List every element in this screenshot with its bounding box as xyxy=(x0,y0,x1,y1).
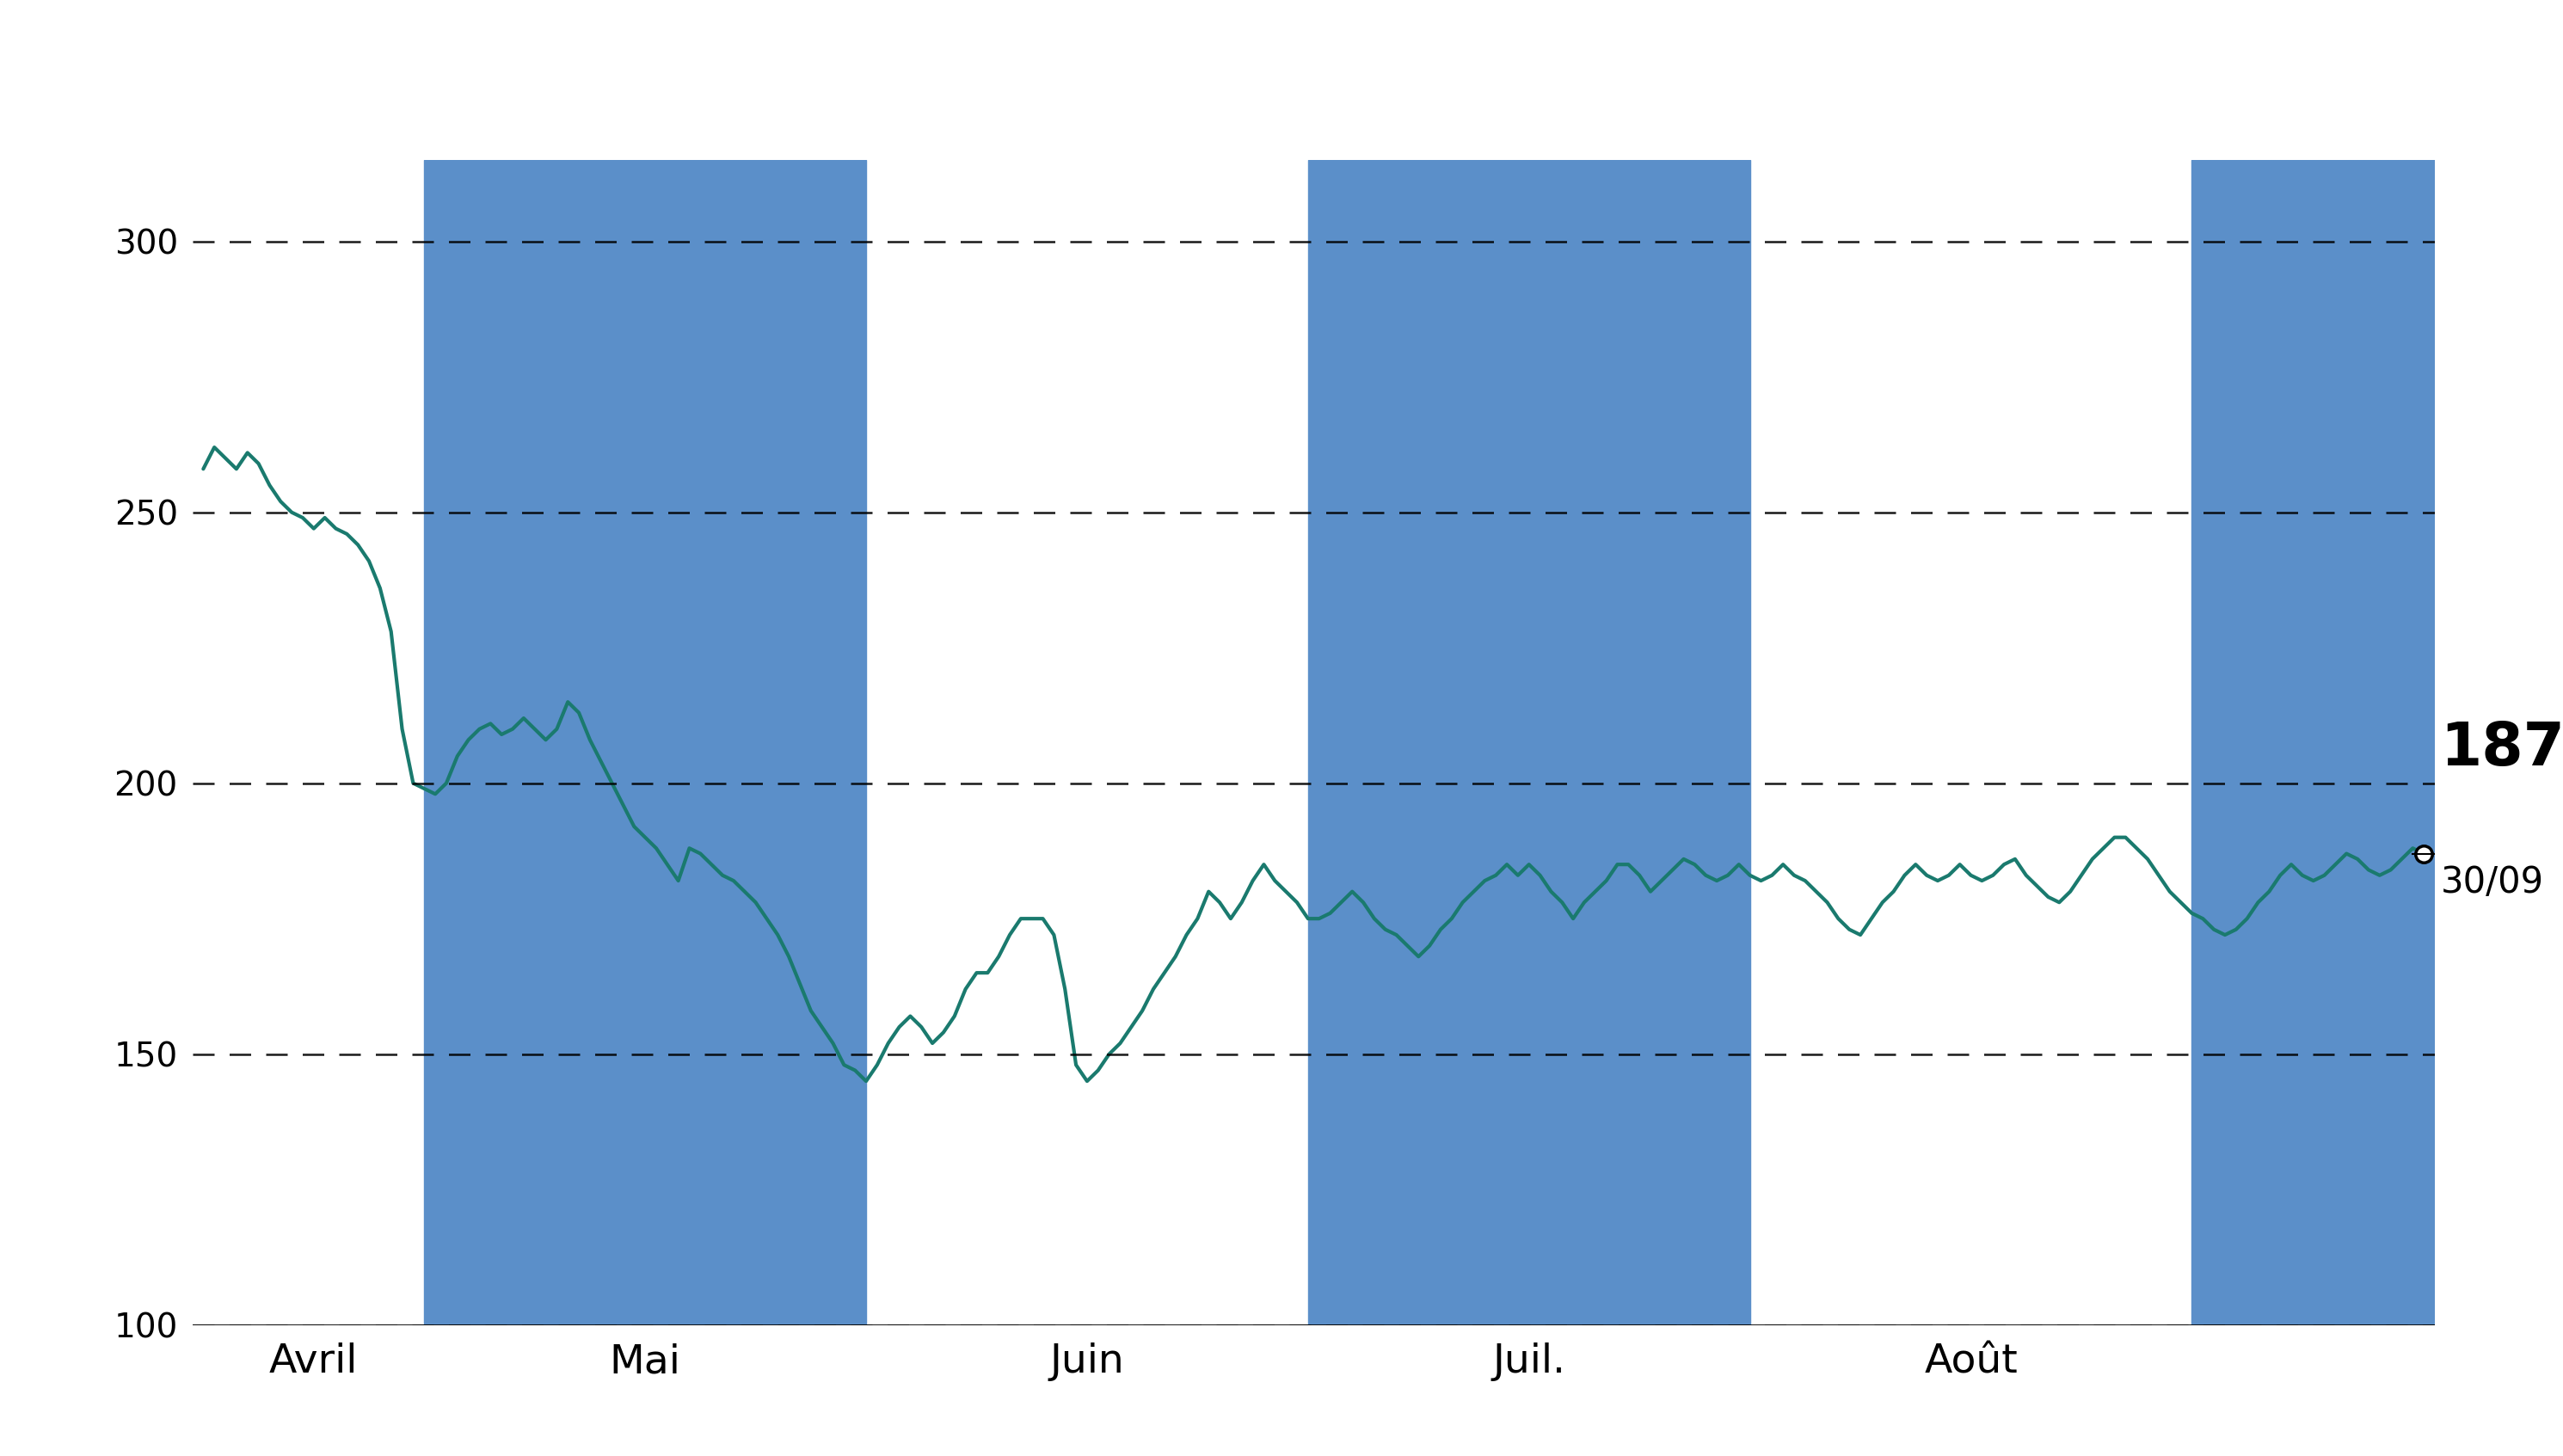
Bar xyxy=(425,160,866,1325)
Text: 30/09: 30/09 xyxy=(2440,865,2542,901)
Text: SARTORIUS STED BIO: SARTORIUS STED BIO xyxy=(672,28,1891,125)
Text: 187,75: 187,75 xyxy=(2440,721,2563,778)
Bar xyxy=(1307,160,1751,1325)
Bar xyxy=(2191,160,2435,1325)
